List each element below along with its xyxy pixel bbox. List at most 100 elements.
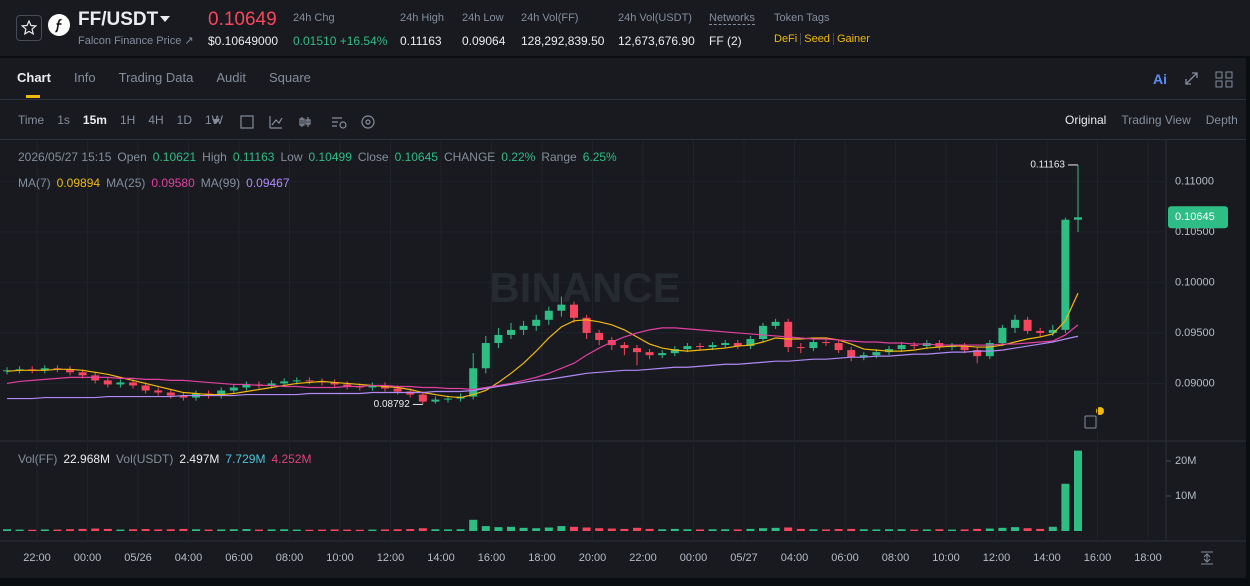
candle-body	[784, 321, 793, 348]
volume-bar	[166, 529, 175, 531]
token-tag[interactable]: Gainer	[832, 33, 873, 45]
volume-bar	[607, 528, 616, 531]
volume-bar	[494, 527, 503, 531]
event-icon[interactable]	[1084, 415, 1097, 429]
stat-value: 128,292,839.50	[521, 34, 605, 48]
volume-bar	[910, 529, 919, 531]
token-tag[interactable]: DeFi	[774, 33, 798, 45]
candle-body	[1036, 330, 1045, 333]
candle-body	[897, 345, 906, 350]
volume-bar	[532, 528, 541, 531]
watermark: BINANCE	[489, 264, 680, 311]
volume-bar	[255, 529, 263, 531]
interval-button[interactable]: 15m	[82, 113, 107, 127]
interval-button[interactable]: 1D	[176, 113, 192, 127]
volume-bar	[393, 529, 402, 531]
volume-bar	[78, 528, 87, 531]
x-tick-label: 06:00	[831, 552, 859, 564]
volume-bar	[1036, 528, 1045, 531]
x-tick-label: 04:00	[175, 552, 203, 564]
candle-body	[418, 394, 427, 402]
favorite-button[interactable]	[16, 15, 42, 41]
volume-bar	[696, 529, 704, 531]
tab-indicator	[26, 95, 40, 98]
volume-bar	[570, 526, 578, 531]
stat-label: 24h Vol(USDT)	[618, 12, 692, 24]
volume-bar	[620, 528, 629, 531]
ma-value: 0.09467	[246, 176, 290, 190]
legend-value: 0.10621	[152, 150, 197, 164]
pair-subtitle[interactable]: Falcon Finance Price ↗	[78, 35, 194, 47]
pair-caret[interactable]	[160, 15, 170, 23]
candle-body	[330, 382, 339, 385]
volume-bar	[481, 526, 490, 531]
volume-bar	[973, 528, 982, 531]
candle-body	[872, 352, 881, 356]
view-button[interactable]: Original	[1065, 113, 1107, 127]
legend-label: Range	[541, 150, 577, 164]
interval-button[interactable]: 1H	[119, 113, 136, 127]
volume-bar	[834, 529, 843, 531]
volume-legend-value: 2.497M	[179, 452, 220, 466]
tabs: Chart Info Trading Data Audit Square	[17, 70, 311, 85]
tab[interactable]: Trading Data	[118, 70, 194, 85]
tab[interactable]: Info	[73, 70, 96, 85]
candle-body	[708, 345, 717, 348]
volume-tick-label: 20M	[1175, 455, 1196, 467]
interval-button[interactable]: 1s	[57, 113, 70, 127]
volume-bar	[318, 529, 326, 531]
candle-body	[242, 384, 251, 388]
view-button[interactable]: Depth	[1205, 113, 1238, 127]
volume-tick-label: 10M	[1175, 490, 1196, 502]
volume-bar	[595, 528, 604, 531]
volume-bar	[658, 529, 667, 531]
volume-bar	[985, 528, 994, 531]
scale-icon[interactable]	[1201, 551, 1213, 565]
candle-body	[280, 381, 289, 384]
tab[interactable]: Chart	[17, 70, 51, 85]
legend-value: 6.25%	[582, 150, 617, 164]
volume-bar	[935, 529, 944, 531]
volume-bar	[355, 529, 364, 531]
panel-icons[interactable]	[1184, 70, 1244, 88]
high-annotation: 0.11163	[1030, 160, 1065, 171]
x-tick-label: 20:00	[579, 552, 607, 564]
candle-body	[620, 345, 629, 349]
volume-bar	[204, 529, 213, 531]
volume-bar	[381, 529, 389, 531]
tab[interactable]: Audit	[216, 70, 246, 85]
legend-value: 0.10645	[394, 150, 438, 164]
candle-body	[116, 382, 125, 385]
ma-value: 0.09894	[56, 176, 101, 190]
stat-label: 24h Chg	[293, 12, 335, 24]
x-tick-label: 22:00	[629, 552, 657, 564]
stat-label: Token Tags	[774, 12, 830, 24]
volume-bar	[519, 527, 528, 531]
volume-bar	[40, 529, 49, 531]
volume-bar	[3, 529, 11, 531]
ma-legend: MA(7) 0.09894 MA(25) 0.09580 MA(99) 0.09467	[18, 176, 290, 190]
view-button[interactable]: Trading View	[1121, 113, 1191, 127]
x-tick-label: 16:00	[1084, 552, 1112, 564]
x-tick-label: 12:00	[983, 552, 1011, 564]
volume-bar	[103, 528, 112, 531]
x-tick-label: 10:00	[932, 552, 960, 564]
token-tag[interactable]: Seed	[800, 33, 833, 45]
tool-icons[interactable]	[210, 114, 380, 130]
candle-body	[166, 392, 175, 396]
interval-button[interactable]: 4H	[148, 113, 164, 127]
volume-bar	[91, 528, 100, 531]
x-tick-label: 22:00	[23, 552, 51, 564]
legend-value: 0.10499	[308, 150, 352, 164]
volume-bar	[557, 526, 566, 531]
pair-name[interactable]: FF/USDT	[78, 9, 159, 30]
x-tick-label: 06:00	[225, 552, 253, 564]
tab[interactable]: Square	[268, 70, 311, 85]
volume-bar	[847, 528, 856, 531]
ma-line	[6, 292, 1079, 399]
ai-button[interactable]: Ai	[1153, 71, 1167, 87]
candle-body	[834, 343, 843, 351]
volume-legend-value: 7.729M	[225, 452, 266, 466]
volume-bar	[708, 529, 717, 531]
